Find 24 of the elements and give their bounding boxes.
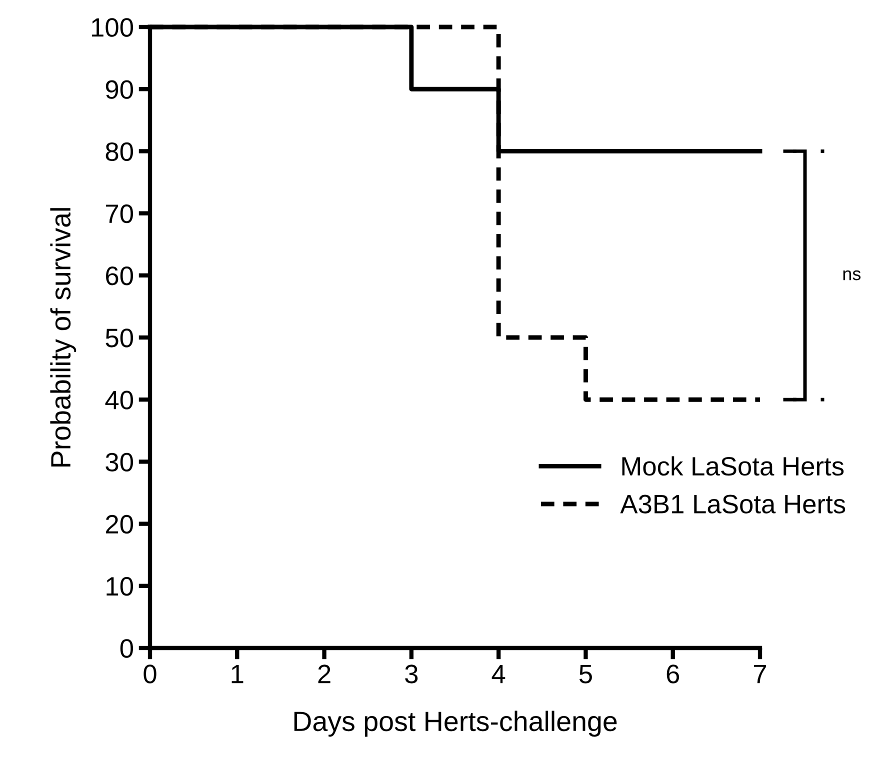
y-tick-label: 50 bbox=[106, 328, 133, 348]
x-tick-label: 0 bbox=[144, 664, 156, 684]
y-tick-label: 60 bbox=[106, 266, 133, 286]
x-axis-title: Days post Herts-challenge bbox=[294, 710, 617, 737]
x-tick-label: 2 bbox=[318, 664, 330, 684]
y-tick-label: 0 bbox=[120, 639, 133, 658]
legend-label: Mock LaSota Herts bbox=[622, 456, 844, 476]
x-tick-label: 4 bbox=[492, 664, 506, 684]
legend-label: A3B1 LaSota Herts bbox=[620, 494, 846, 514]
x-tick-label: 5 bbox=[579, 664, 592, 684]
y-tick-label: 10 bbox=[106, 577, 133, 596]
y-tick-label: 90 bbox=[106, 80, 133, 99]
x-tick-label: 7 bbox=[754, 664, 766, 684]
y-tick-label: 30 bbox=[106, 452, 133, 472]
x-tick-label: 1 bbox=[232, 664, 244, 684]
x-tick-label: 3 bbox=[405, 664, 418, 684]
y-tick-label: 70 bbox=[106, 204, 133, 224]
y-tick-label: 80 bbox=[106, 142, 133, 162]
y-axis-title: Probability of survival bbox=[50, 208, 76, 466]
y-tick-label: 20 bbox=[106, 514, 133, 534]
text: ns bbox=[843, 270, 861, 280]
y-tick-label: 100 bbox=[92, 18, 133, 37]
x-tick-label: 6 bbox=[666, 664, 680, 684]
y-tick-label: 40 bbox=[105, 390, 133, 410]
